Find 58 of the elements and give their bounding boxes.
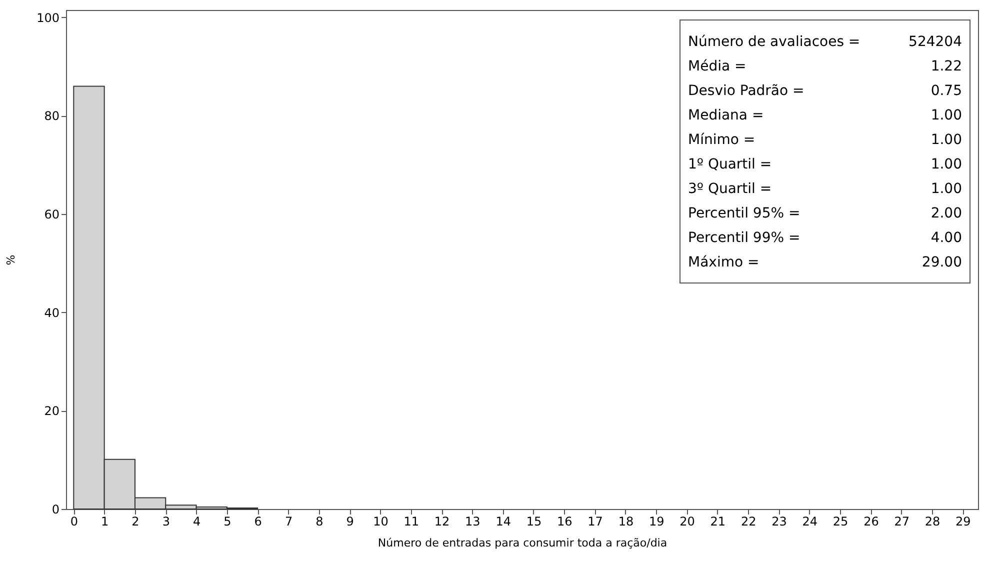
x-tick-label: 13: [465, 514, 480, 528]
x-tick-label: 25: [832, 514, 848, 528]
y-tick-label: 0: [52, 502, 60, 516]
annotation: Percentil 95% =: [688, 206, 800, 222]
annotation: 1º Quartil =: [688, 156, 772, 172]
annotation: Percentil 99% =: [688, 230, 800, 246]
x-tick-label: 28: [924, 514, 940, 528]
x-tick-label: 27: [894, 514, 910, 528]
y-tick-label: 40: [44, 306, 60, 320]
annotation: 29.00: [922, 254, 962, 270]
x-tick-label: 10: [373, 514, 388, 528]
x-tick-label: 15: [526, 514, 542, 528]
x-tick-label: 8: [316, 514, 324, 528]
annotation: 524204: [908, 34, 962, 50]
x-tick-label: 22: [740, 514, 756, 528]
x-tick-label: 20: [680, 514, 695, 528]
x-tick-label: 3: [162, 514, 170, 528]
annotation: 1.22: [930, 58, 962, 74]
x-tick-label: 16: [557, 514, 572, 528]
x-tick-label: 7: [284, 514, 293, 528]
x-tick-label: 1: [101, 514, 109, 528]
annotation: Máximo =: [688, 254, 760, 270]
x-tick-label: 9: [346, 514, 354, 528]
y-tick-label: 100: [36, 10, 60, 25]
x-tick-label: 11: [404, 514, 420, 528]
annotation: Mínimo =: [688, 132, 756, 148]
x-tick-label: 18: [618, 514, 634, 528]
annotation: Número de avaliacoes =: [688, 34, 860, 50]
annotation: 1.00: [930, 156, 962, 172]
annotation: 1.00: [930, 132, 962, 148]
annotation: Média =: [688, 58, 746, 74]
x-tick-label: 24: [802, 514, 818, 528]
y-tick-label: 80: [44, 109, 60, 124]
x-tick-label: 2: [132, 514, 140, 528]
x-tick-label: 29: [956, 514, 971, 528]
annotation: 0.75: [930, 83, 962, 99]
x-tick-label: 4: [192, 514, 201, 528]
x-tick-label: 26: [864, 514, 879, 528]
annotation: 3º Quartil =: [688, 181, 772, 197]
y-axis-title: %: [4, 254, 18, 266]
x-axis-title: Número de entradas para consumir toda a ração/dia: [378, 536, 668, 550]
x-tick-label: 19: [648, 514, 664, 528]
x-tick-label: 5: [224, 514, 232, 528]
x-tick-label: 14: [496, 514, 511, 528]
y-tick-label: 20: [44, 404, 60, 418]
annotation: 4.00: [930, 230, 962, 246]
annotation: Desvio Padrão =: [688, 83, 804, 99]
x-tick-label: 23: [772, 514, 787, 528]
y-tick-label: 60: [44, 208, 60, 222]
annotation: 1.00: [930, 108, 962, 124]
x-tick-label: 17: [588, 514, 603, 528]
annotation: 2.00: [930, 206, 962, 222]
x-tick-label: 12: [434, 514, 450, 528]
annotation: 1.00: [930, 181, 962, 197]
x-tick-label: 21: [710, 514, 726, 528]
x-tick-label: 6: [254, 514, 262, 528]
annotation: Mediana =: [688, 108, 764, 124]
x-tick-label: 0: [70, 514, 78, 528]
